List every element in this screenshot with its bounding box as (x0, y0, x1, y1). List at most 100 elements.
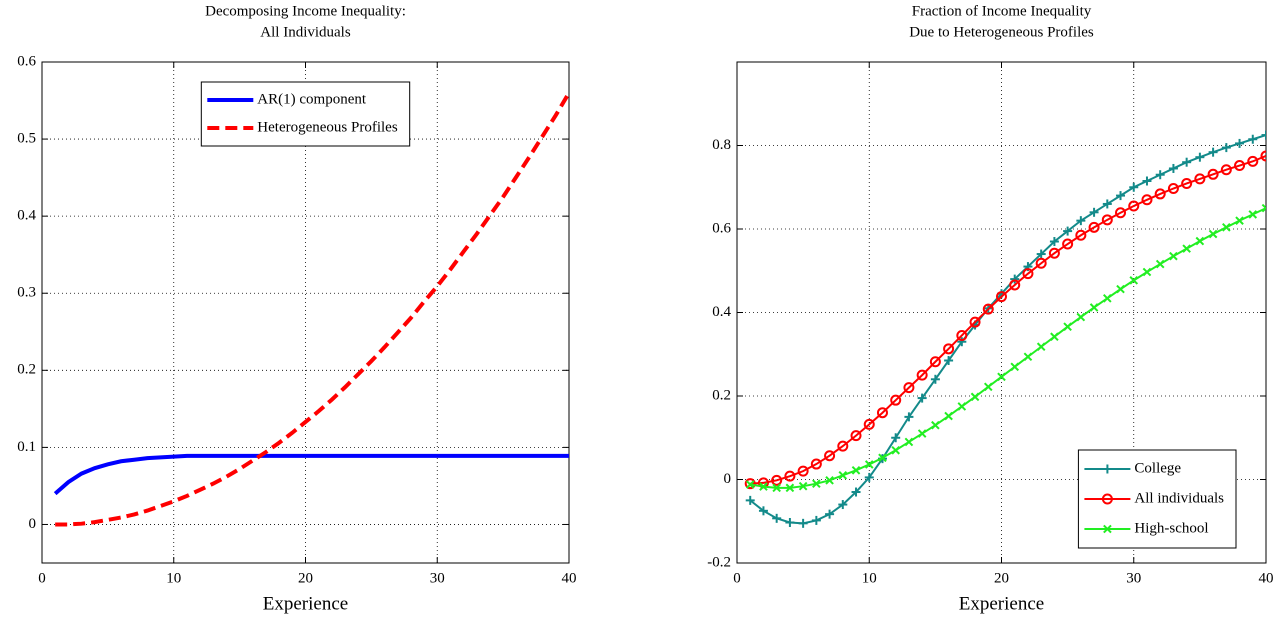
marker-stroke (744, 478, 756, 490)
marker-stroke (1116, 284, 1125, 294)
marker (1169, 251, 1178, 261)
marker-stroke (797, 465, 809, 477)
marker-stroke (1101, 214, 1113, 226)
marker (1261, 203, 1266, 213)
y-tick-label: 0.1 (17, 439, 36, 455)
marker-stroke (825, 476, 834, 485)
marker-stroke (1208, 229, 1218, 239)
y-tick-label: 0.4 (17, 208, 36, 224)
marker-stroke (1048, 247, 1060, 259)
marker-stroke (810, 458, 822, 470)
marker-stroke (891, 445, 901, 455)
marker-stroke (1235, 216, 1244, 225)
marker-stroke (1103, 524, 1112, 534)
series-line (55, 91, 569, 527)
marker (771, 474, 783, 486)
y-tick-label: 0.5 (17, 131, 36, 147)
y-tick-label: 0.3 (17, 285, 36, 301)
marker (824, 450, 836, 462)
marker-stroke (1260, 150, 1266, 162)
marker-stroke (1261, 203, 1266, 210)
marker (1036, 249, 1046, 259)
marker (903, 382, 915, 394)
marker-stroke (996, 291, 1007, 303)
marker (784, 470, 796, 482)
series-line (53, 453, 569, 496)
marker (811, 515, 821, 525)
marker (825, 509, 835, 519)
marker (1182, 244, 1191, 253)
marker-stroke (1261, 206, 1266, 213)
marker-stroke (916, 369, 928, 381)
marker (943, 343, 955, 355)
marker (1010, 362, 1020, 372)
marker (1248, 210, 1258, 219)
marker-stroke (784, 470, 796, 482)
y-tick-label: 0 (724, 471, 732, 487)
marker-stroke (1010, 362, 1020, 372)
plot-frame (736, 61, 1267, 564)
marker (1115, 207, 1127, 219)
legend-label: Heterogeneous Profiles (257, 119, 398, 135)
marker-stroke (1167, 183, 1179, 195)
marker (1010, 274, 1020, 284)
marker (970, 392, 980, 402)
x-tick-label: 10 (862, 570, 877, 586)
series-line (750, 155, 1266, 485)
legend: College All individuals High-school (1077, 449, 1237, 549)
marker-stroke (798, 481, 808, 491)
legend: AR(1) component Heterogeneous Profiles (200, 81, 411, 147)
marker-stroke (1194, 173, 1206, 185)
marker-stroke (1062, 238, 1074, 250)
marker (825, 476, 834, 485)
marker (997, 372, 1006, 382)
y-tick-label: 0.8 (712, 137, 731, 153)
x-tick-label: 20 (298, 570, 313, 586)
chart-title: Fraction of Income Inequality (912, 3, 1092, 19)
marker-stroke (1128, 200, 1140, 212)
y-tick-label: 0.6 (712, 220, 731, 236)
marker (1102, 464, 1112, 474)
marker (758, 506, 768, 516)
marker (983, 382, 993, 392)
marker (878, 453, 887, 463)
marker-stroke (1141, 194, 1153, 206)
marker-stroke (1036, 342, 1046, 352)
marker (797, 465, 809, 477)
marker-stroke (1076, 312, 1086, 322)
marker-stroke (997, 372, 1006, 382)
marker (1248, 134, 1258, 144)
marker (944, 356, 954, 366)
marker (1168, 163, 1178, 173)
marker-stroke (812, 479, 821, 488)
marker (745, 495, 755, 505)
x-tick-label: 30 (430, 570, 445, 586)
marker (863, 418, 875, 430)
marker (1128, 200, 1140, 212)
marker (1116, 284, 1125, 294)
marker (812, 479, 821, 488)
marker (944, 411, 953, 421)
marker (917, 429, 927, 438)
x-axis-label: Experience (263, 593, 348, 614)
x-tick-label: 0 (733, 570, 741, 586)
chart-title: Decomposing Income Inequality: (205, 3, 406, 19)
marker (1049, 237, 1059, 247)
marker-stroke (904, 437, 914, 447)
marker (1076, 216, 1086, 226)
marker (851, 466, 861, 475)
marker-stroke (903, 382, 915, 394)
marker (1221, 143, 1231, 153)
marker (1181, 177, 1193, 189)
marker-stroke (1089, 303, 1099, 312)
marker (891, 433, 901, 443)
marker (982, 303, 994, 315)
marker-stroke (1063, 322, 1072, 332)
marker-stroke (1035, 257, 1047, 269)
marker-stroke (1207, 168, 1219, 180)
marker (1154, 188, 1166, 200)
marker (1142, 267, 1152, 277)
marker-stroke (772, 483, 781, 493)
marker (930, 374, 940, 384)
marker-stroke (969, 316, 981, 328)
